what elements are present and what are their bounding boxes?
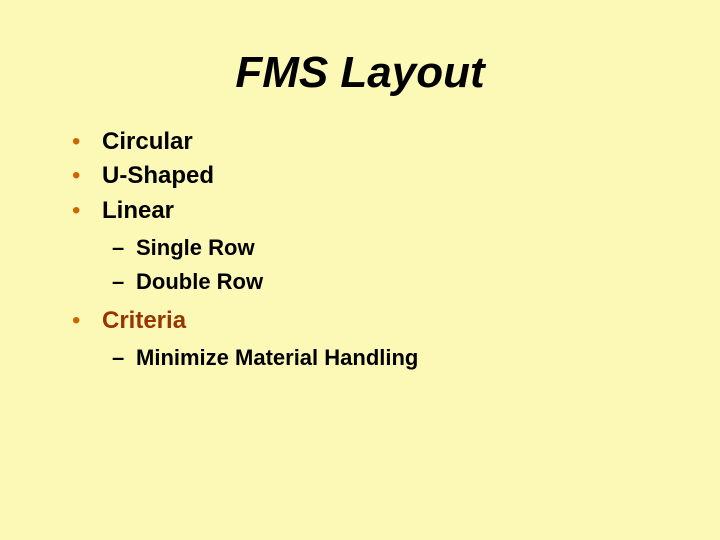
sub-list-criteria: – Minimize Material Handling: [112, 343, 720, 373]
sub-text: Single Row: [136, 233, 255, 263]
sub-text: Minimize Material Handling: [136, 343, 418, 373]
sub-text: Double Row: [136, 267, 263, 297]
bullet-text: Linear: [102, 195, 174, 227]
slide-content: • Circular • U-Shaped • Linear – Single …: [72, 126, 720, 373]
dash-icon: –: [112, 235, 136, 261]
dash-icon: –: [112, 269, 136, 295]
sub-item: – Double Row: [112, 267, 720, 297]
bullet-dot-icon: •: [72, 309, 102, 333]
bullet-text: Circular: [102, 126, 193, 158]
slide-title: FMS Layout: [0, 48, 720, 98]
bullet-text: U-Shaped: [102, 160, 214, 192]
bullet-item-criteria: • Criteria: [72, 305, 720, 337]
sub-item: – Single Row: [112, 233, 720, 263]
bullet-item: • U-Shaped: [72, 160, 720, 192]
bullet-dot-icon: •: [72, 199, 102, 223]
dash-icon: –: [112, 345, 136, 371]
sub-item: – Minimize Material Handling: [112, 343, 720, 373]
bullet-item: • Linear: [72, 195, 720, 227]
bullet-text-criteria: Criteria: [102, 305, 186, 337]
bullet-dot-icon: •: [72, 164, 102, 188]
bullet-item: • Circular: [72, 126, 720, 158]
sub-list-linear: – Single Row – Double Row: [112, 233, 720, 296]
bullet-dot-icon: •: [72, 130, 102, 154]
